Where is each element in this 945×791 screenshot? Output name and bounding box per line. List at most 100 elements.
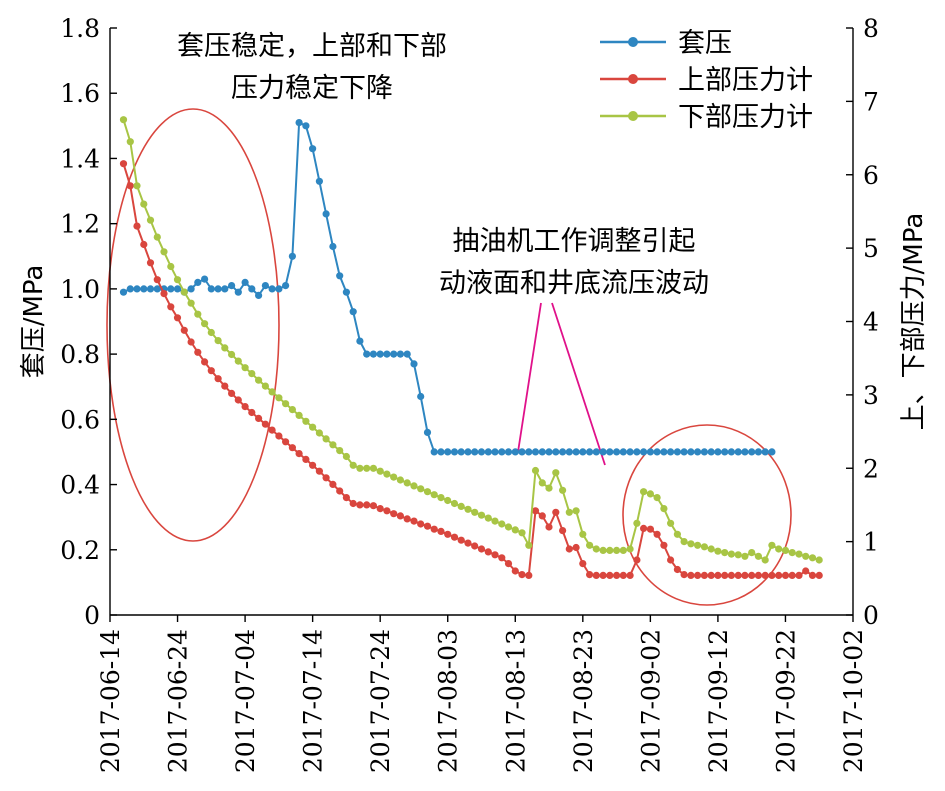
data-point — [599, 448, 607, 456]
data-point — [248, 408, 256, 417]
data-point — [268, 285, 276, 293]
data-point — [329, 480, 337, 488]
data-point — [727, 571, 736, 580]
data-point — [640, 448, 648, 456]
data-point — [221, 344, 229, 352]
data-point — [140, 240, 148, 249]
data-point — [531, 448, 540, 456]
data-point — [680, 448, 688, 456]
data-point — [295, 119, 303, 127]
data-point — [396, 350, 404, 358]
data-point — [700, 571, 709, 580]
x-tick-label: 2017-08-13 — [501, 629, 530, 773]
y-left-tick-label: 1.2 — [60, 210, 100, 239]
data-point — [450, 533, 459, 541]
data-point — [201, 275, 209, 283]
y-left-tick-label: 1.0 — [60, 275, 100, 304]
data-point — [714, 547, 722, 555]
data-point — [741, 552, 749, 560]
data-point — [504, 523, 513, 531]
data-point — [680, 538, 688, 546]
data-point — [403, 515, 411, 523]
data-point — [363, 464, 371, 472]
data-point — [477, 448, 486, 456]
data-point — [748, 571, 756, 580]
data-point — [410, 517, 418, 525]
data-point — [727, 550, 736, 558]
data-point — [471, 542, 479, 550]
data-point — [484, 448, 492, 456]
data-point — [430, 491, 438, 499]
data-point — [687, 571, 695, 580]
data-point — [565, 508, 573, 516]
data-point — [133, 182, 141, 190]
data-point — [410, 482, 418, 490]
data-point — [275, 285, 283, 293]
data-point — [565, 545, 573, 553]
data-point — [734, 571, 742, 580]
data-point — [309, 145, 317, 153]
data-point — [234, 288, 242, 296]
data-point — [694, 571, 702, 580]
data-point — [640, 488, 648, 496]
data-point — [592, 448, 600, 456]
data-point — [471, 508, 479, 516]
data-point — [653, 494, 661, 502]
data-point — [336, 447, 344, 455]
data-point — [714, 448, 722, 456]
data-point — [633, 519, 641, 527]
data-point — [369, 464, 377, 472]
data-point — [795, 550, 803, 558]
series-line-2 — [122, 119, 820, 562]
data-point — [511, 567, 519, 575]
data-point — [673, 530, 682, 538]
data-point — [586, 571, 594, 579]
data-point — [613, 571, 621, 580]
data-point — [261, 420, 269, 428]
data-point — [180, 326, 188, 334]
data-point — [640, 524, 648, 533]
data-point — [255, 414, 263, 422]
data-point — [741, 571, 749, 580]
data-point — [606, 546, 614, 555]
data-point — [187, 285, 195, 293]
data-point — [261, 282, 269, 290]
data-point — [336, 487, 344, 495]
data-point — [721, 571, 729, 580]
data-point — [302, 417, 310, 425]
data-point — [552, 508, 560, 516]
data-point — [538, 479, 546, 487]
data-point — [160, 290, 168, 298]
data-point — [383, 350, 391, 358]
y-left-tick-label: 1.8 — [60, 14, 100, 43]
data-point — [572, 507, 580, 515]
data-point — [606, 448, 614, 456]
data-point — [457, 502, 465, 510]
data-point — [592, 571, 600, 580]
y-left-tick-label: 0.4 — [60, 471, 100, 500]
data-point — [741, 448, 749, 456]
data-point — [545, 523, 553, 531]
data-point — [173, 314, 182, 322]
data-point — [781, 546, 790, 555]
data-point — [383, 470, 391, 478]
data-point — [504, 560, 513, 568]
data-point — [349, 461, 357, 469]
data-point — [531, 466, 540, 475]
data-point — [700, 448, 709, 456]
data-point — [768, 448, 776, 456]
data-point — [228, 389, 236, 397]
data-point — [167, 303, 175, 311]
data-point — [201, 320, 209, 328]
data-point — [255, 291, 263, 299]
data-point — [403, 479, 411, 487]
data-point — [559, 448, 567, 456]
data-point — [768, 571, 776, 580]
legend-swatch-marker — [628, 37, 638, 47]
data-point — [119, 288, 128, 296]
annotation-text-line: 动液面和井底流压波动 — [439, 268, 709, 299]
data-point — [241, 403, 249, 411]
data-point — [667, 519, 675, 527]
data-point — [606, 571, 614, 580]
